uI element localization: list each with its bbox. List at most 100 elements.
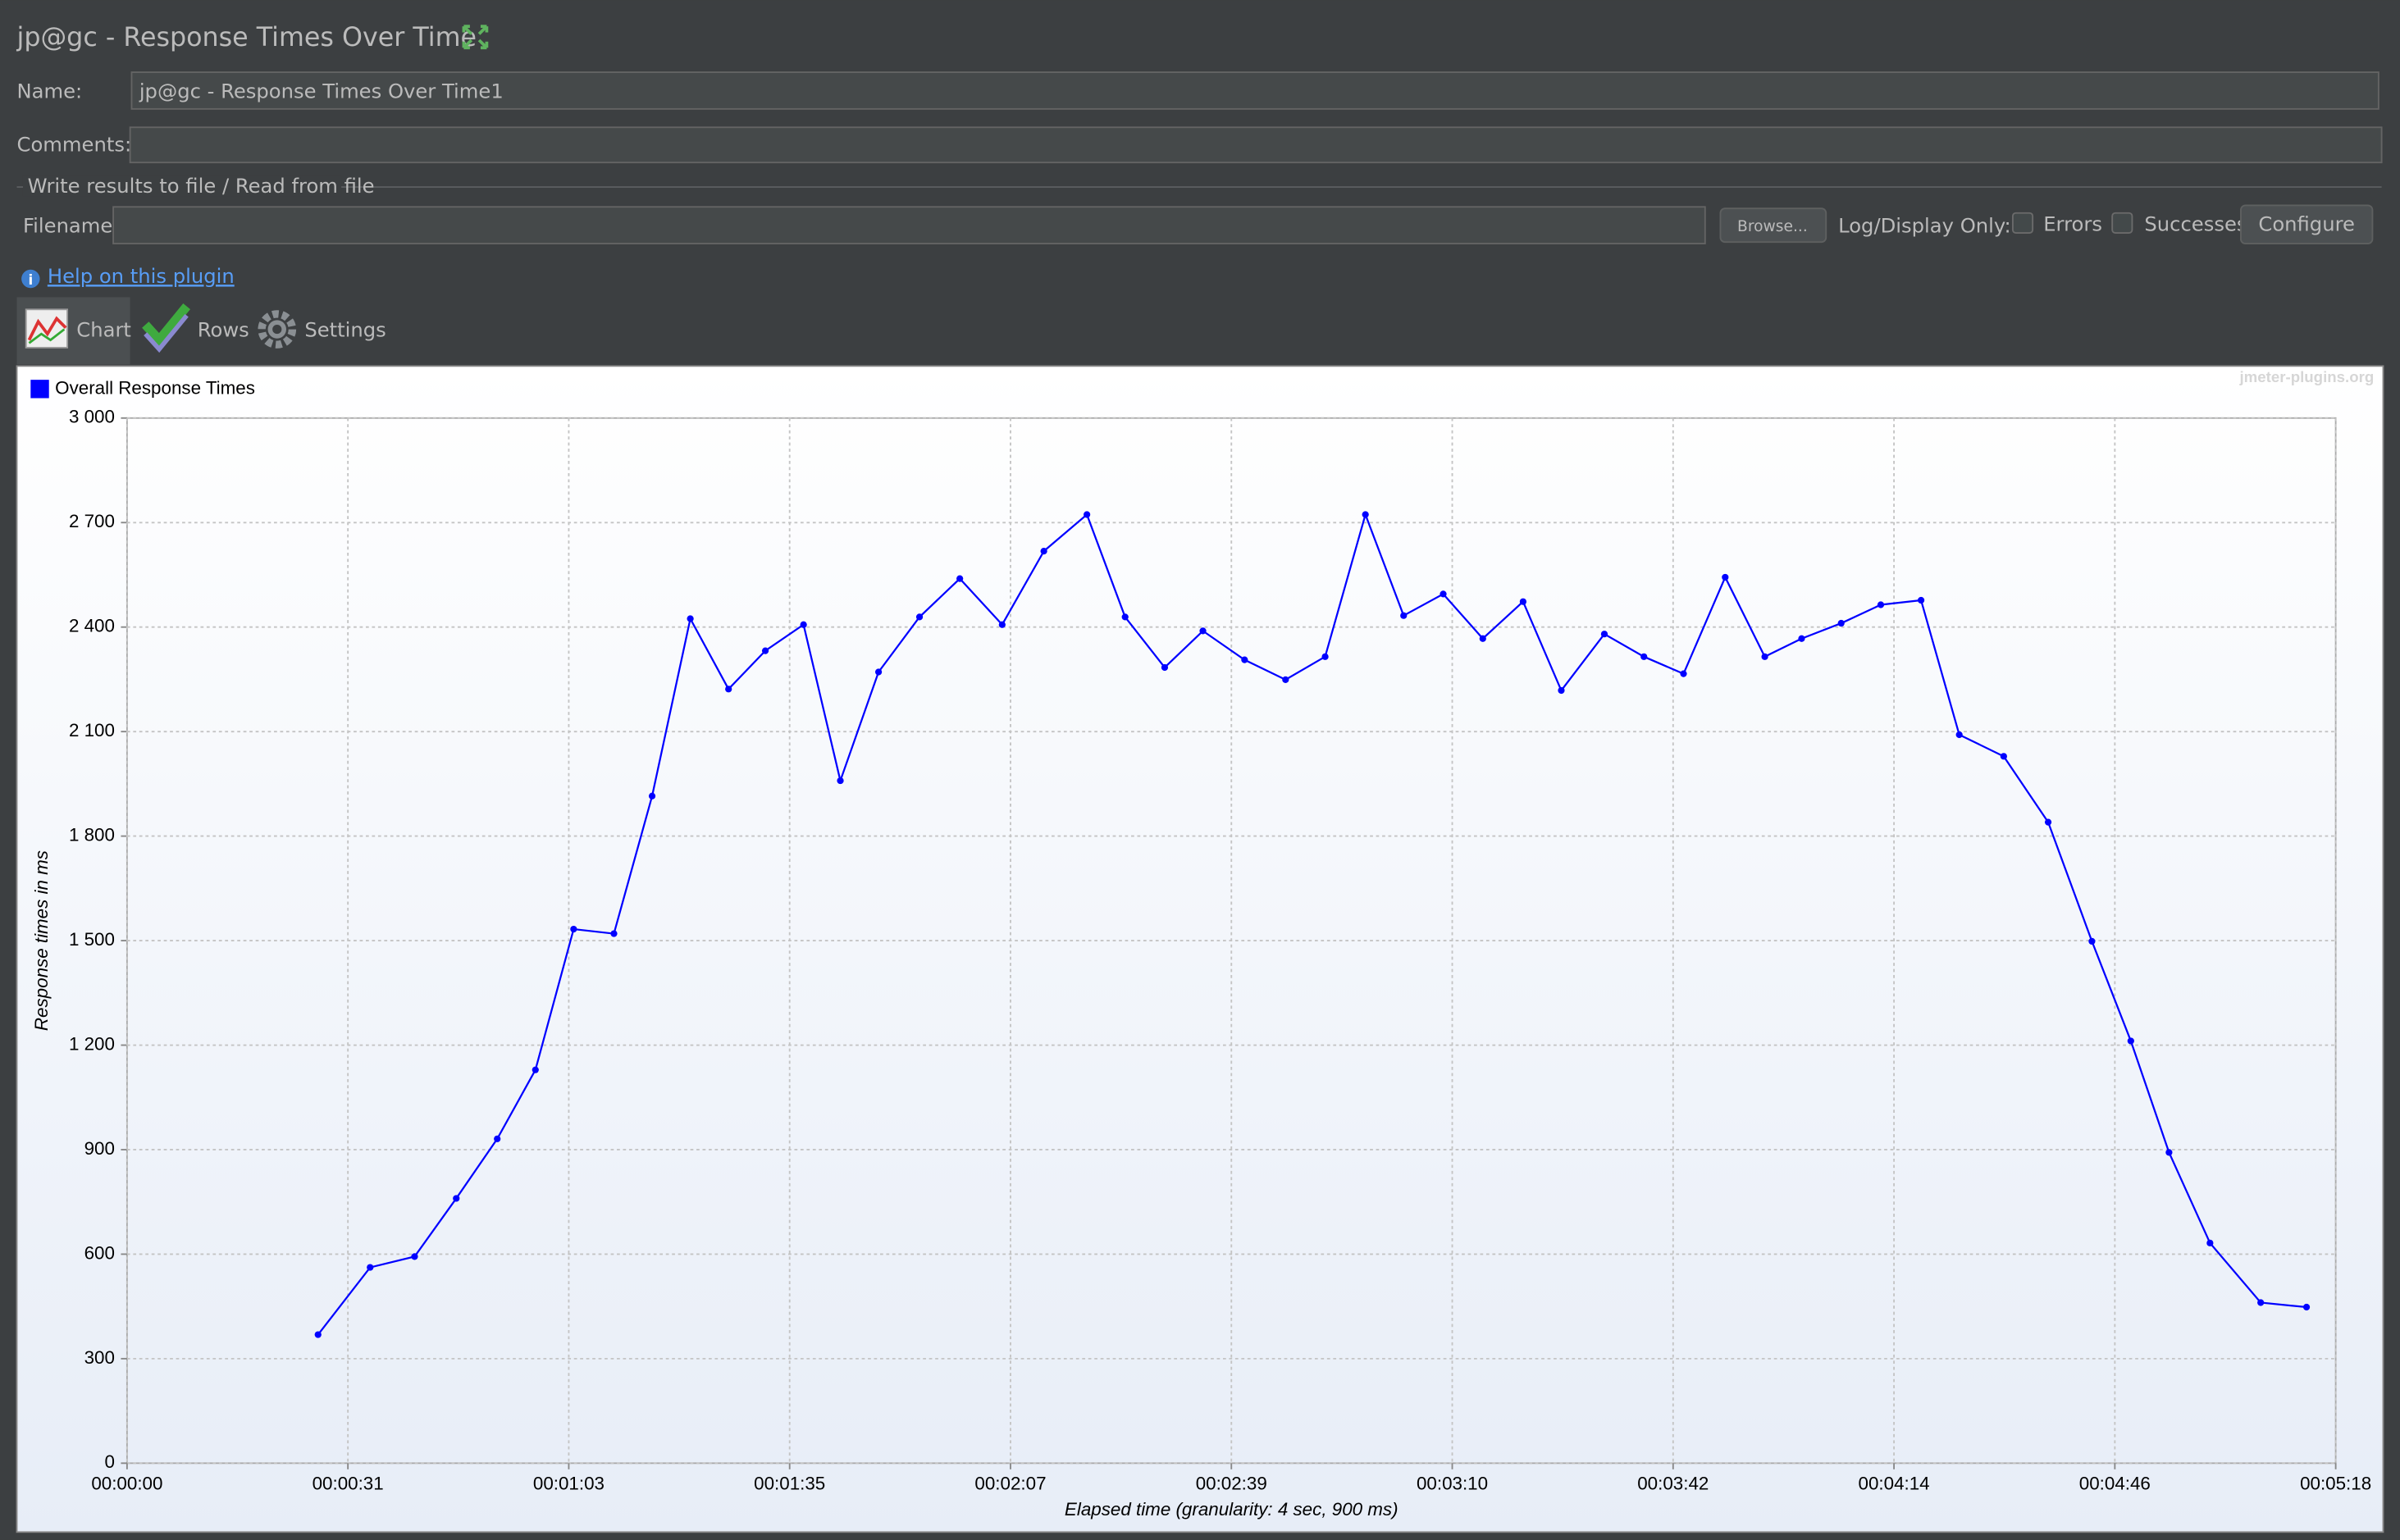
data-point — [1600, 631, 1608, 638]
data-point — [2165, 1149, 2173, 1156]
successes-checkbox[interactable] — [2111, 212, 2133, 234]
data-point — [1798, 635, 1805, 642]
comments-label: Comments: — [17, 133, 132, 157]
help-link[interactable]: Help on this plugin — [48, 264, 235, 288]
data-point — [532, 1066, 539, 1073]
series-line — [317, 511, 2307, 1336]
y-axis-label: Response times in ms — [31, 850, 52, 1031]
data-point — [1282, 676, 1289, 683]
data-point — [610, 930, 618, 937]
rows-tab[interactable]: Rows — [198, 317, 249, 341]
y-tick-label: 900 — [84, 1138, 115, 1159]
rows-tab-icon — [142, 303, 190, 353]
data-point — [1400, 612, 1408, 619]
data-point — [453, 1195, 460, 1202]
data-point — [956, 575, 964, 582]
y-tick-label: 1 200 — [69, 1033, 115, 1054]
data-point — [837, 777, 844, 785]
x-tick-label: 00:05:18 — [2300, 1473, 2371, 1493]
settings-tab-icon — [258, 310, 297, 349]
data-point — [1722, 573, 1729, 581]
x-tick-label: 00:02:39 — [1196, 1473, 1267, 1493]
chart-tab[interactable]: Chart — [76, 317, 131, 341]
x-tick-label: 00:03:10 — [1417, 1473, 1488, 1493]
browse-button[interactable] — [1719, 207, 1827, 244]
data-point — [2044, 818, 2052, 826]
data-point — [570, 925, 577, 933]
data-point — [1161, 663, 1169, 672]
x-tick-label: 00:01:03 — [533, 1473, 605, 1493]
configure-button[interactable] — [2239, 204, 2374, 245]
y-tick-label: 2 700 — [69, 511, 115, 531]
chart-panel — [16, 365, 2384, 1533]
x-tick-label: 00:03:42 — [1637, 1473, 1709, 1493]
log-display-label: Log/Display Only: — [1838, 214, 2011, 238]
x-tick-label: 00:01:35 — [754, 1473, 825, 1493]
x-tick-label: 00:04:14 — [1859, 1473, 1930, 1493]
data-point — [800, 621, 807, 628]
data-point — [761, 647, 769, 654]
data-point — [1321, 653, 1329, 660]
errors-label: Errors — [2043, 212, 2102, 236]
data-point — [725, 686, 732, 693]
browse-label: Browse... — [1737, 218, 1808, 235]
data-point — [1040, 547, 1047, 555]
data-point — [1199, 627, 1207, 635]
data-point — [1440, 590, 1447, 598]
data-point — [1837, 619, 1845, 627]
section-title: Write results to file / Read from file — [28, 174, 375, 198]
data-point — [1121, 613, 1129, 621]
configure-label: Configure — [2258, 212, 2355, 236]
data-point — [1241, 656, 1248, 663]
info-icon — [21, 269, 40, 289]
data-point — [1955, 731, 1963, 739]
data-point — [998, 621, 1006, 628]
data-point — [1877, 601, 1885, 608]
data-point — [1084, 511, 1091, 518]
legend-swatch — [30, 380, 49, 399]
comments-field[interactable] — [129, 126, 2383, 164]
name-value: jp@gc - Response Times Over Time1 — [139, 79, 504, 103]
errors-checkbox[interactable] — [2011, 212, 2034, 234]
y-tick-label: 300 — [84, 1347, 115, 1368]
data-point — [1558, 686, 1565, 695]
settings-tab[interactable]: Settings — [304, 317, 386, 341]
data-point — [648, 792, 656, 800]
data-point — [1519, 598, 1527, 605]
y-tick-label: 1 800 — [69, 825, 115, 845]
data-point — [2088, 937, 2096, 945]
data-point — [1640, 653, 1648, 660]
data-point — [2000, 753, 2007, 760]
section-title-bg — [22, 175, 342, 197]
data-point — [687, 615, 694, 622]
data-point — [1479, 635, 1486, 642]
data-point — [494, 1135, 501, 1142]
x-tick-label: 00:04:46 — [2079, 1473, 2151, 1493]
info-icon-glyph: i — [28, 271, 33, 288]
data-point — [2127, 1037, 2134, 1045]
data-point — [314, 1331, 322, 1338]
data-point — [1680, 670, 1687, 677]
x-tick-label: 00:00:31 — [313, 1473, 384, 1493]
x-tick-label: 00:00:00 — [91, 1473, 162, 1493]
successes-label: Successes — [2144, 212, 2247, 236]
x-tick-label: 00:02:07 — [974, 1473, 1046, 1493]
maximize-icon[interactable] — [462, 25, 489, 50]
data-point — [2206, 1239, 2214, 1246]
name-field[interactable] — [130, 71, 2379, 110]
data-point — [915, 613, 924, 621]
data-point — [2257, 1299, 2265, 1306]
x-axis-label: Elapsed time (granularity: 4 sec, 900 ms… — [1065, 1499, 1398, 1519]
y-tick-label: 600 — [84, 1242, 115, 1263]
filename-field[interactable] — [112, 206, 1706, 245]
data-point — [874, 668, 883, 676]
data-point — [1362, 511, 1369, 518]
window-title: jp@gc - Response Times Over Time — [16, 23, 477, 52]
name-label: Name: — [17, 79, 83, 103]
legend-label: Overall Response Times — [55, 377, 255, 398]
y-tick-label: 3 000 — [69, 407, 115, 427]
y-tick-label: 2 100 — [69, 720, 115, 740]
y-tick-label: 1 500 — [69, 929, 115, 950]
